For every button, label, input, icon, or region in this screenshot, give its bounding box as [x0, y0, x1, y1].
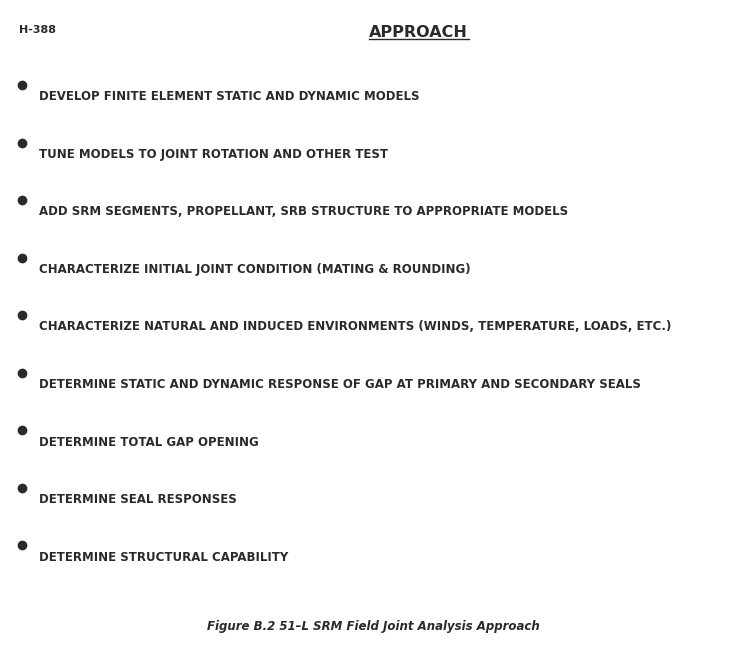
Text: APPROACH: APPROACH: [369, 25, 468, 40]
Text: Figure B.2 51–L SRM Field Joint Analysis Approach: Figure B.2 51–L SRM Field Joint Analysis…: [207, 620, 540, 633]
Text: CHARACTERIZE NATURAL AND INDUCED ENVIRONMENTS (WINDS, TEMPERATURE, LOADS, ETC.): CHARACTERIZE NATURAL AND INDUCED ENVIRON…: [39, 320, 672, 334]
Text: DEVELOP FINITE ELEMENT STATIC AND DYNAMIC MODELS: DEVELOP FINITE ELEMENT STATIC AND DYNAMI…: [39, 90, 419, 103]
Text: CHARACTERIZE INITIAL JOINT CONDITION (MATING & ROUNDING): CHARACTERIZE INITIAL JOINT CONDITION (MA…: [39, 263, 471, 276]
Text: DETERMINE STRUCTURAL CAPABILITY: DETERMINE STRUCTURAL CAPABILITY: [39, 551, 288, 564]
Text: TUNE MODELS TO JOINT ROTATION AND OTHER TEST: TUNE MODELS TO JOINT ROTATION AND OTHER …: [39, 148, 388, 161]
Text: DETERMINE TOTAL GAP OPENING: DETERMINE TOTAL GAP OPENING: [39, 436, 258, 449]
Text: H-388: H-388: [19, 25, 56, 35]
Text: ADD SRM SEGMENTS, PROPELLANT, SRB STRUCTURE TO APPROPRIATE MODELS: ADD SRM SEGMENTS, PROPELLANT, SRB STRUCT…: [39, 205, 568, 218]
Text: DETERMINE STATIC AND DYNAMIC RESPONSE OF GAP AT PRIMARY AND SECONDARY SEALS: DETERMINE STATIC AND DYNAMIC RESPONSE OF…: [39, 378, 641, 391]
Text: DETERMINE SEAL RESPONSES: DETERMINE SEAL RESPONSES: [39, 493, 237, 506]
